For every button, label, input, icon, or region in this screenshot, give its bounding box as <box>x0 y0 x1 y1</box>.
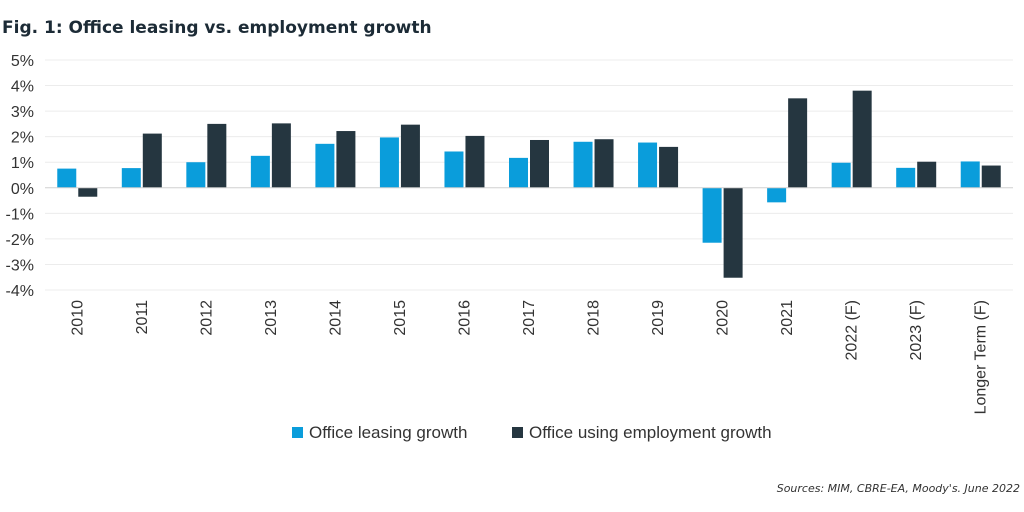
gridlines <box>45 59 1013 291</box>
bar-employment-2011 <box>142 133 162 188</box>
y-tick-label: 2% <box>11 130 34 147</box>
bar-leasing-2013 <box>250 155 270 188</box>
x-tick-label: 2017 <box>521 300 538 336</box>
x-tick-label: 2022 (F) <box>844 300 861 360</box>
bar-leasing-2021 <box>767 187 787 203</box>
bar-employment-2014 <box>336 131 356 188</box>
legend-label-leasing: Office leasing growth <box>309 423 467 442</box>
bar-leasing-2020 <box>702 187 722 243</box>
y-axis-ticks: 5% 4% 3% 2% 1% 0% -1% -2% -3% -4% <box>6 53 34 300</box>
bar-employment-2019 <box>659 146 679 188</box>
x-tick-label: 2015 <box>392 300 409 336</box>
bar-employment-2013 <box>271 123 291 188</box>
y-tick-label: 5% <box>11 53 34 70</box>
x-tick-label: 2019 <box>650 300 667 336</box>
bar-employment-2018 <box>594 139 614 188</box>
bar-leasing-2017 <box>509 157 528 188</box>
bar-employment-longer-term-f <box>981 165 1001 188</box>
x-tick-label: 2023 (F) <box>908 300 925 360</box>
y-tick-label: -4% <box>6 283 34 300</box>
x-tick-label: 2014 <box>327 300 344 336</box>
bar-employment-2010 <box>78 187 98 197</box>
bar-leasing-2019 <box>638 142 658 188</box>
x-tick-label: 2018 <box>586 300 603 336</box>
x-tick-label: 2010 <box>69 300 86 336</box>
bars <box>57 90 1001 278</box>
x-tick-label: 2013 <box>263 300 280 336</box>
bar-employment-2022-f <box>852 90 872 188</box>
bar-leasing-2014 <box>315 143 335 188</box>
bar-leasing-2011 <box>121 168 141 188</box>
bar-employment-2023-f <box>917 161 937 188</box>
chart-title: Fig. 1: Office leasing vs. employment gr… <box>2 18 432 38</box>
legend-swatch-leasing <box>292 427 303 438</box>
y-tick-label: 0% <box>11 181 34 198</box>
legend-label-employment: Office using employment growth <box>529 423 772 442</box>
bar-leasing-2022-f <box>831 162 851 188</box>
y-tick-label: 4% <box>11 79 34 96</box>
bar-employment-2016 <box>465 135 485 188</box>
bar-leasing-longer-term-f <box>960 161 980 188</box>
bar-employment-2015 <box>400 124 420 188</box>
x-tick-label: 2011 <box>134 300 151 335</box>
x-tick-label: 2020 <box>715 300 732 336</box>
y-tick-label: -1% <box>6 206 34 223</box>
bar-leasing-2012 <box>186 162 206 188</box>
x-tick-label: 2012 <box>198 300 215 336</box>
bar-leasing-2016 <box>444 151 464 188</box>
y-tick-label: 1% <box>11 155 34 172</box>
source-note: Sources: MIM, CBRE-EA, Moody's. June 202… <box>776 482 1020 495</box>
bar-leasing-2015 <box>379 137 399 188</box>
legend-swatch-employment <box>512 427 523 438</box>
bar-leasing-2010 <box>57 168 77 188</box>
bar-employment-2017 <box>530 139 549 188</box>
legend: Office leasing growth Office using employ… <box>292 423 772 442</box>
y-tick-label: -3% <box>6 257 34 274</box>
bar-employment-2020 <box>723 187 743 278</box>
x-axis-ticks: 2010 2011 2012 2013 2014 2015 2016 2017 2018 2019… <box>69 300 989 415</box>
y-tick-label: 3% <box>11 104 34 121</box>
bar-leasing-2018 <box>573 141 593 188</box>
bar-leasing-2023-f <box>896 167 916 188</box>
bar-employment-2012 <box>207 123 227 188</box>
x-tick-label: 2021 <box>779 300 796 336</box>
bar-employment-2021 <box>788 98 808 188</box>
y-tick-label: -2% <box>6 232 34 249</box>
x-tick-label: Longer Term (F) <box>973 300 990 414</box>
x-tick-label: 2016 <box>456 300 473 336</box>
